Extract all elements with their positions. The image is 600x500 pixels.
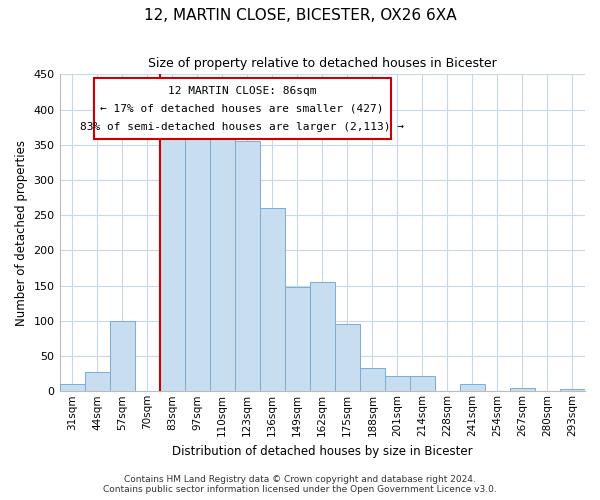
Bar — [185, 131, 209, 392]
Bar — [160, 134, 185, 392]
Bar — [410, 376, 435, 392]
Bar — [360, 368, 385, 392]
Text: ← 17% of detached houses are smaller (427): ← 17% of detached houses are smaller (42… — [100, 104, 384, 114]
Bar — [285, 287, 310, 392]
Title: Size of property relative to detached houses in Bicester: Size of property relative to detached ho… — [148, 58, 497, 70]
Bar — [385, 376, 410, 392]
Text: 83% of semi-detached houses are larger (2,113) →: 83% of semi-detached houses are larger (… — [80, 122, 404, 132]
Text: 12 MARTIN CLOSE: 86sqm: 12 MARTIN CLOSE: 86sqm — [168, 86, 316, 96]
Text: 12, MARTIN CLOSE, BICESTER, OX26 6XA: 12, MARTIN CLOSE, BICESTER, OX26 6XA — [143, 8, 457, 22]
Bar — [110, 321, 134, 392]
Text: Contains HM Land Registry data © Crown copyright and database right 2024.
Contai: Contains HM Land Registry data © Crown c… — [103, 474, 497, 494]
Bar — [560, 389, 585, 392]
Bar — [310, 282, 335, 392]
Bar — [460, 384, 485, 392]
Bar — [260, 208, 285, 392]
Bar — [510, 388, 535, 392]
X-axis label: Distribution of detached houses by size in Bicester: Distribution of detached houses by size … — [172, 444, 473, 458]
FancyBboxPatch shape — [94, 78, 391, 140]
Bar — [209, 127, 235, 392]
Bar — [235, 142, 260, 392]
Bar — [335, 324, 360, 392]
Y-axis label: Number of detached properties: Number of detached properties — [15, 140, 28, 326]
Bar — [85, 372, 110, 392]
Bar — [59, 384, 85, 392]
